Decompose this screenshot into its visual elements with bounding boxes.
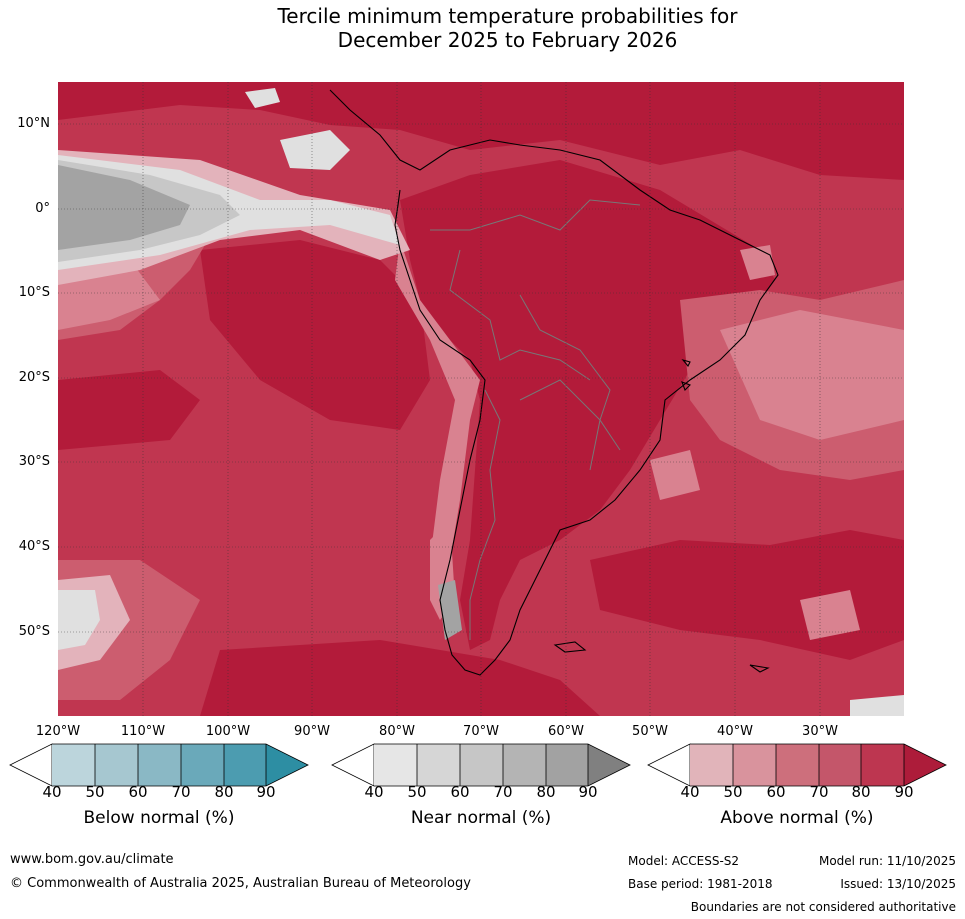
- copyright-text: © Commonwealth of Australia 2025, Austra…: [10, 876, 471, 891]
- field-near-50-se: [850, 695, 904, 716]
- above-tick-50: 50: [723, 783, 743, 801]
- colorbar-above: [647, 743, 947, 787]
- lon-label-120w: 120°W: [35, 724, 81, 739]
- below-tick-40: 40: [42, 783, 62, 801]
- near-normal-label: Near normal (%): [410, 808, 552, 828]
- lat-label-30s: 30°S: [18, 454, 50, 469]
- colorbar-above-seg-5: [861, 744, 904, 786]
- field-above-90-west: [58, 370, 200, 450]
- colorbar-near-seg-5: [546, 744, 588, 786]
- field-above-90-south: [200, 640, 600, 716]
- base-period-text: Base period: 1981-2018: [628, 877, 773, 891]
- field-near-90-equator: [58, 165, 190, 250]
- near-tick-70: 70: [493, 783, 513, 801]
- colorbar-near-seg-3: [460, 744, 503, 786]
- lon-label-40w: 40°W: [717, 724, 753, 739]
- issued-text: Issued: 13/10/2025: [840, 877, 956, 891]
- below-tick-80: 80: [214, 783, 234, 801]
- colorbar-above-arrow-left: [647, 743, 691, 787]
- lon-label-30w: 30°W: [802, 724, 838, 739]
- below-tick-70: 70: [171, 783, 191, 801]
- borders: [430, 199, 641, 640]
- graticule: [58, 82, 904, 716]
- model-run-text: Model run: 11/10/2025: [818, 854, 956, 868]
- field-near-50-gulf: [280, 130, 350, 170]
- colorbar-below-seg-5: [224, 744, 266, 786]
- above-tick-40: 40: [680, 783, 700, 801]
- colorbar-below-arrow-right: [266, 744, 308, 786]
- field-above-60-patches: [650, 245, 860, 640]
- above-tick-60: 60: [766, 783, 786, 801]
- colorbar-below-arrow-left: [9, 743, 53, 787]
- colorbar-above-seg-2: [733, 744, 776, 786]
- below-tick-50: 50: [85, 783, 105, 801]
- above-tick-80: 80: [851, 783, 871, 801]
- colorbar-near-arrow-right: [588, 744, 630, 786]
- lon-label-100w: 100°W: [205, 724, 251, 739]
- map-field: [58, 82, 904, 716]
- field-near-50-north: [245, 88, 280, 108]
- lon-label-70w: 70°W: [463, 724, 499, 739]
- lat-label-0: 0°: [35, 201, 50, 216]
- model-text: Model: ACCESS-S2: [628, 854, 740, 868]
- lon-label-110w: 110°W: [120, 724, 166, 739]
- near-tick-60: 60: [450, 783, 470, 801]
- disclaimer-text: Boundaries are not considered authoritat…: [690, 900, 956, 914]
- colorbar-above-seg-1: [690, 744, 733, 786]
- colorbar-below: [9, 743, 309, 787]
- colorbar-below-seg-3: [138, 744, 181, 786]
- title-line-1: Tercile minimum temperature probabilitie…: [277, 4, 738, 28]
- below-normal-label: Below normal (%): [83, 808, 235, 828]
- above-tick-90: 90: [894, 783, 914, 801]
- colorbar-above-arrow-right: [904, 744, 946, 786]
- near-tick-50: 50: [407, 783, 427, 801]
- above-tick-70: 70: [809, 783, 829, 801]
- lat-label-50s: 50°S: [18, 624, 50, 639]
- colorbar-above-seg-3: [776, 744, 819, 786]
- colorbar-above-seg-4: [819, 744, 861, 786]
- colorbar-near-seg-1: [374, 744, 417, 786]
- lat-label-20s: 20°S: [18, 370, 50, 385]
- website-link[interactable]: www.bom.gov.au/climate: [10, 852, 174, 867]
- lat-label-10s: 10°S: [18, 285, 50, 300]
- lat-label-10n: 10°N: [17, 116, 50, 131]
- colorbar-near-seg-2: [417, 744, 460, 786]
- colorbar-below-seg-2: [95, 744, 138, 786]
- lon-label-90w: 90°W: [294, 724, 330, 739]
- near-tick-40: 40: [364, 783, 384, 801]
- near-tick-80: 80: [536, 783, 556, 801]
- colorbar-near: [331, 743, 631, 787]
- near-tick-90: 90: [578, 783, 598, 801]
- lon-label-50w: 50°W: [632, 724, 668, 739]
- lon-label-60w: 60°W: [548, 724, 584, 739]
- colorbar-near-arrow-left: [331, 743, 375, 787]
- coastlines: [329, 89, 779, 676]
- lat-label-40s: 40°S: [18, 539, 50, 554]
- field-above-60-atlantic: [720, 310, 904, 440]
- below-tick-90: 90: [256, 783, 276, 801]
- colorbar-below-seg-1: [52, 744, 95, 786]
- field-above-60-coast: [395, 240, 480, 600]
- lon-label-80w: 80°W: [379, 724, 415, 739]
- colorbar-near-seg-4: [503, 744, 546, 786]
- below-tick-60: 60: [128, 783, 148, 801]
- field-near-50-southwest: [58, 590, 100, 650]
- chart-title: Tercile minimum temperature probabilitie…: [0, 4, 965, 52]
- above-normal-label: Above normal (%): [720, 808, 874, 828]
- field-above-90-pacific: [200, 240, 430, 430]
- field-above-90-continent: [400, 160, 775, 650]
- colorbar-below-seg-4: [181, 744, 224, 786]
- title-line-2: December 2025 to February 2026: [337, 28, 678, 52]
